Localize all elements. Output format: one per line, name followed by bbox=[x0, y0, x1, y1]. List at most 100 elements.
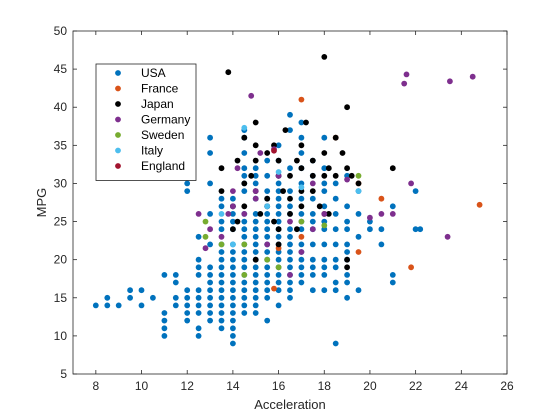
point-japan bbox=[264, 150, 271, 156]
point-usa bbox=[207, 241, 214, 248]
point-usa bbox=[218, 218, 225, 225]
point-usa bbox=[207, 272, 214, 278]
point-usa bbox=[218, 256, 225, 263]
point-usa bbox=[298, 195, 305, 202]
point-usa bbox=[172, 279, 179, 286]
y-tick-label: 50 bbox=[54, 24, 68, 38]
point-usa bbox=[230, 256, 236, 263]
point-japan bbox=[348, 172, 355, 179]
point-germany bbox=[252, 188, 259, 195]
point-japan bbox=[339, 150, 346, 156]
point-usa bbox=[241, 279, 248, 286]
point-usa bbox=[252, 302, 259, 309]
y-tick-label: 5 bbox=[60, 367, 67, 381]
point-usa bbox=[264, 249, 271, 255]
point-germany bbox=[401, 80, 408, 87]
point-usa bbox=[218, 272, 225, 278]
point-usa bbox=[252, 249, 259, 255]
point-italy bbox=[218, 211, 225, 217]
point-sweden bbox=[264, 256, 271, 263]
legend-label-germany: Germany bbox=[141, 113, 190, 127]
point-usa bbox=[252, 287, 259, 294]
point-usa bbox=[241, 218, 248, 225]
point-usa bbox=[252, 226, 259, 233]
point-germany bbox=[447, 78, 453, 85]
point-usa bbox=[252, 180, 259, 187]
legend-marker-sweden bbox=[115, 132, 121, 138]
point-usa bbox=[241, 310, 248, 316]
point-usa bbox=[344, 226, 350, 233]
point-usa bbox=[298, 226, 305, 233]
point-usa bbox=[195, 310, 202, 316]
point-usa bbox=[172, 272, 179, 278]
point-usa bbox=[332, 226, 339, 233]
point-usa bbox=[230, 340, 236, 347]
y-axis-label: MPG bbox=[34, 188, 49, 218]
point-japan bbox=[325, 165, 332, 172]
point-usa bbox=[275, 218, 282, 225]
point-japan bbox=[344, 104, 350, 111]
point-japan bbox=[257, 211, 264, 217]
point-usa bbox=[321, 188, 328, 195]
point-germany bbox=[321, 211, 328, 217]
point-germany bbox=[195, 211, 202, 217]
point-japan bbox=[218, 188, 225, 195]
point-usa bbox=[298, 211, 305, 217]
point-germany bbox=[230, 203, 236, 210]
point-usa bbox=[127, 294, 133, 301]
point-usa bbox=[298, 119, 305, 126]
point-usa bbox=[161, 325, 168, 332]
point-usa bbox=[230, 302, 236, 309]
point-usa bbox=[264, 279, 271, 286]
point-usa bbox=[230, 211, 236, 217]
y-tick-label: 40 bbox=[54, 100, 68, 114]
point-usa bbox=[230, 310, 236, 316]
point-germany bbox=[230, 188, 236, 195]
point-usa bbox=[218, 302, 225, 309]
x-tick-label: 12 bbox=[181, 379, 195, 393]
point-usa bbox=[218, 310, 225, 316]
point-usa bbox=[344, 279, 350, 286]
point-usa bbox=[264, 317, 271, 324]
point-germany bbox=[378, 211, 385, 217]
axes-border bbox=[72, 30, 508, 375]
point-usa bbox=[241, 226, 248, 233]
point-usa bbox=[309, 211, 316, 217]
point-usa bbox=[309, 264, 316, 271]
point-japan bbox=[309, 172, 316, 179]
point-usa bbox=[344, 218, 350, 225]
point-germany bbox=[367, 214, 373, 221]
y-tick-label: 10 bbox=[54, 329, 68, 343]
point-germany bbox=[218, 233, 225, 240]
point-sweden bbox=[355, 172, 362, 179]
point-germany bbox=[309, 226, 316, 233]
point-usa bbox=[309, 287, 316, 294]
point-japan bbox=[298, 165, 305, 172]
point-germany bbox=[234, 165, 241, 172]
point-usa bbox=[275, 233, 282, 240]
point-usa bbox=[218, 287, 225, 294]
point-japan bbox=[252, 142, 259, 149]
point-usa bbox=[218, 317, 225, 324]
point-italy bbox=[241, 124, 248, 131]
point-usa bbox=[207, 150, 214, 156]
point-usa bbox=[241, 264, 248, 271]
point-usa bbox=[230, 218, 236, 225]
point-germany bbox=[264, 241, 271, 248]
point-italy bbox=[355, 188, 362, 195]
point-usa bbox=[321, 241, 328, 248]
point-usa bbox=[332, 340, 339, 347]
point-usa bbox=[184, 317, 191, 324]
point-usa bbox=[275, 272, 282, 278]
point-usa bbox=[275, 142, 282, 149]
point-usa bbox=[252, 211, 259, 217]
point-usa bbox=[161, 333, 168, 339]
point-japan bbox=[230, 226, 236, 233]
point-france bbox=[298, 233, 305, 240]
legend-marker-japan bbox=[115, 101, 121, 107]
point-usa bbox=[287, 294, 293, 301]
point-usa bbox=[218, 294, 225, 301]
point-usa bbox=[161, 272, 168, 278]
point-usa bbox=[104, 302, 111, 309]
point-japan bbox=[275, 226, 282, 233]
